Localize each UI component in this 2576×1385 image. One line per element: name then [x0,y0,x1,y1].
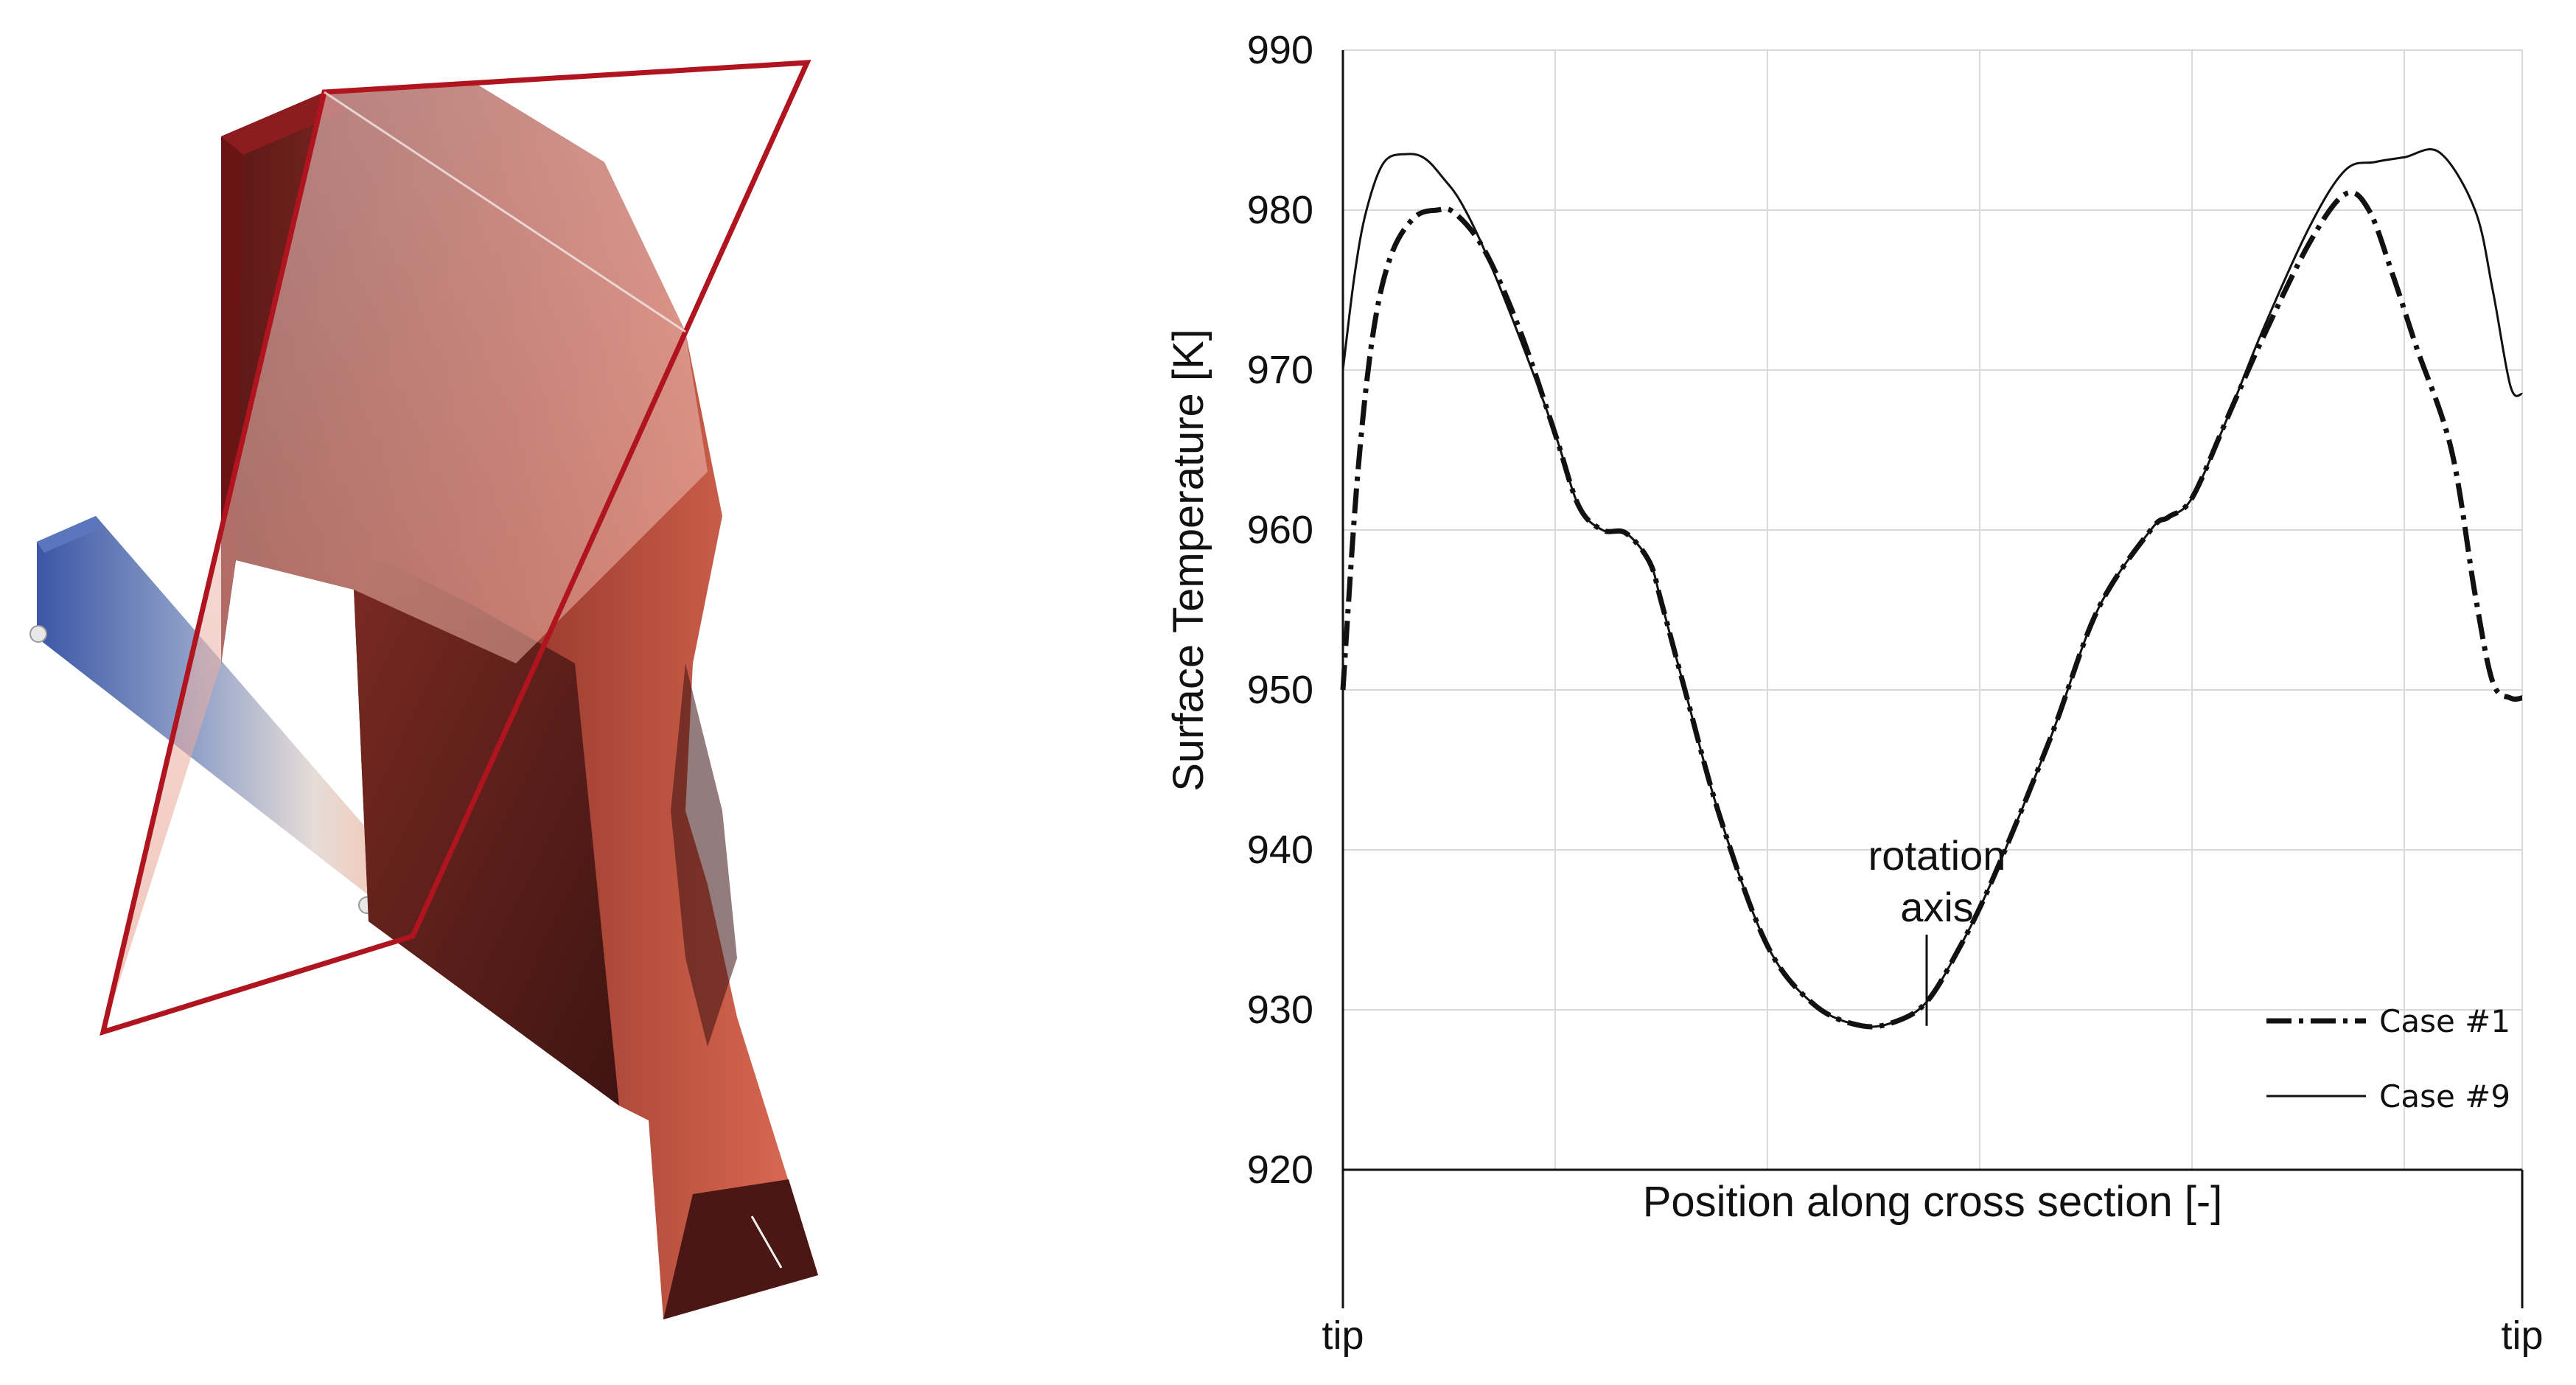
grid [1343,49,2523,1170]
cutting-plane-fill [103,81,708,1032]
bar-element [29,516,383,914]
legend-label-case9: Case #9 [2379,1078,2510,1114]
x-tick-label: tip [2501,1314,2543,1358]
y-tick-labels: 920 930 940 950 960 970 980 990 [1247,28,1313,1192]
series-line-case9 [1341,148,2523,1028]
x-tick-label: tip [1322,1314,1364,1358]
axes [1341,50,2524,1308]
y-tick-label: 920 [1247,1148,1313,1192]
blade-3d-render [29,60,818,1319]
y-tick-label: 940 [1247,828,1313,872]
annotation-line1: rotation [1868,832,2006,879]
y-tick-label: 980 [1247,188,1313,232]
y-tick-label: 930 [1247,988,1313,1032]
y-axis-title: Surface Temperature [K] [1165,329,1212,792]
series-lines [1340,148,2523,1030]
temperature-chart: 920 930 940 950 960 970 980 990 tip tip Surface … [1165,28,2544,1358]
y-tick-label: 990 [1247,28,1313,72]
y-tick-label: 950 [1247,668,1313,712]
x-axis-title: Position along cross section [-] [1643,1178,2223,1226]
legend-label-case1: Case #1 [2379,1003,2510,1039]
legend: Case #1 Case #9 [2266,1003,2510,1114]
annotation-line2: axis [1900,884,1974,930]
cutting-plane-frame [100,60,811,1036]
rotation-axis-annotation: rotation axis [1868,832,2006,1026]
x-tick-labels: tip tip [1322,1314,2543,1358]
y-tick-label: 960 [1247,508,1313,552]
y-tick-label: 970 [1247,348,1313,392]
